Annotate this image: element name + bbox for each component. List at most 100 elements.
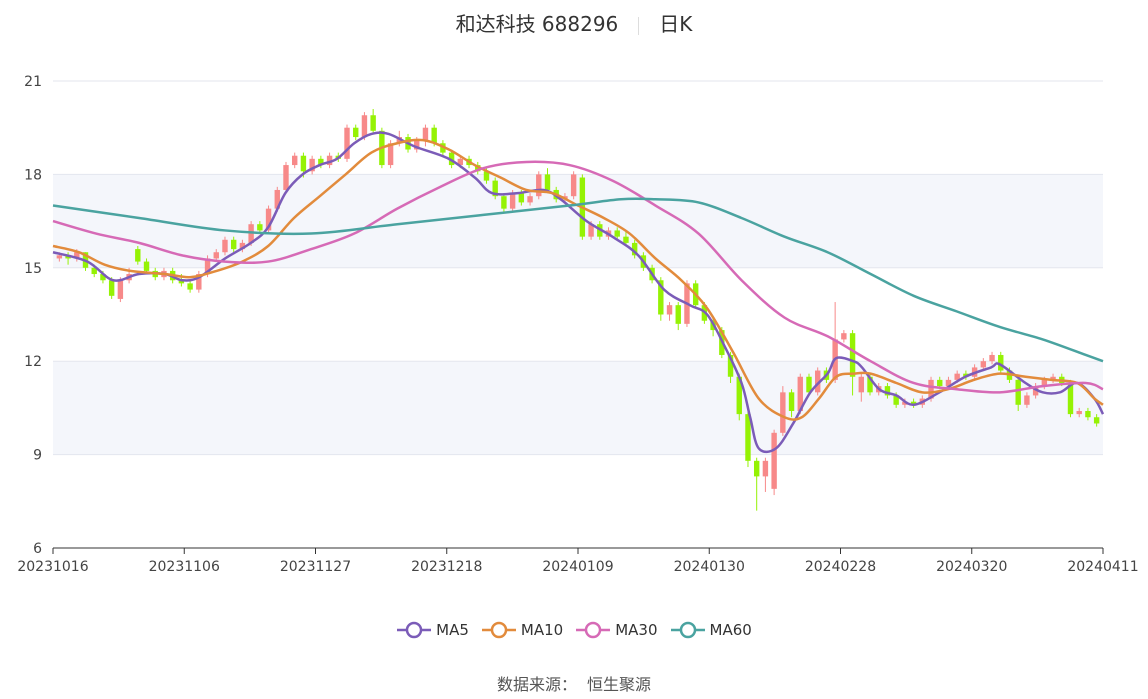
data-source: 数据来源： 恒生聚源: [0, 671, 1148, 695]
candle-body: [945, 379, 952, 387]
candle: [344, 124, 350, 162]
candle-body: [884, 386, 891, 396]
candle: [614, 227, 620, 240]
ma-line-ma60: [52, 197, 1104, 363]
candle-body: [257, 224, 263, 231]
candle-body: [745, 414, 751, 461]
plot-band: [53, 174, 1103, 268]
legend-marker-icon: [670, 621, 705, 639]
candle: [736, 373, 742, 421]
candle: [536, 171, 542, 200]
candle-body: [910, 401, 917, 405]
candle: [135, 246, 141, 265]
candle: [309, 155, 315, 175]
candle-body: [309, 158, 315, 172]
candle: [492, 177, 498, 200]
candle: [527, 193, 533, 206]
candle: [884, 382, 891, 399]
candle-body: [902, 401, 908, 405]
candle: [762, 457, 769, 492]
candle-body: [788, 392, 795, 412]
candle-body: [544, 174, 551, 190]
candle: [475, 161, 481, 175]
candle: [1093, 414, 1100, 427]
x-tick-label: 20231127: [280, 559, 351, 575]
candle: [292, 152, 298, 169]
candle-body: [196, 274, 202, 290]
x-tick-label: 20240130: [674, 559, 745, 575]
legend-item-ma30[interactable]: MA30: [575, 620, 658, 640]
candle: [841, 330, 847, 343]
candle-body: [666, 305, 673, 315]
candle-body: [998, 354, 1004, 371]
candle: [422, 124, 429, 147]
candle-body: [475, 165, 481, 172]
legend-item-ma10[interactable]: MA10: [481, 620, 563, 640]
candle: [858, 373, 864, 402]
candle: [980, 358, 987, 371]
candle: [187, 280, 193, 293]
candle-body: [518, 193, 525, 203]
title-separator: [638, 16, 640, 35]
candle-body: [292, 155, 298, 166]
candle-body: [239, 242, 246, 250]
candle-body: [204, 258, 211, 275]
x-tick-label: 20240320: [936, 559, 1007, 575]
candle: [448, 149, 455, 169]
candle: [1032, 382, 1039, 399]
moving-average-lines: [52, 131, 1105, 454]
legend-marker-icon: [397, 621, 432, 639]
candle-body: [1041, 379, 1048, 387]
candle-body: [1067, 382, 1074, 415]
y-tick-label: 12: [24, 354, 42, 370]
x-tick-label: 20240109: [542, 559, 613, 575]
legend: MA5 MA10 MA30 MA60: [0, 620, 1148, 644]
candle: [1015, 376, 1021, 412]
legend-item-ma60[interactable]: MA60: [670, 620, 752, 640]
x-tick-label: 20231016: [17, 559, 88, 575]
candle: [318, 155, 324, 169]
candle: [544, 168, 551, 194]
chart-title: 和达科技 688296 日K: [0, 8, 1148, 37]
legend-item-ma5[interactable]: MA5: [396, 620, 469, 640]
x-tick-label: 20231218: [411, 559, 482, 575]
candle: [326, 152, 333, 169]
candle-body: [989, 354, 995, 362]
candle: [998, 351, 1004, 374]
candle-body: [222, 239, 228, 253]
candle-body: [448, 152, 455, 166]
candle-body: [937, 379, 943, 387]
y-tick-label: 21: [24, 74, 42, 90]
candle-body: [849, 333, 856, 377]
candle: [1076, 407, 1082, 418]
candle: [257, 221, 263, 234]
candle-body: [867, 376, 873, 393]
candle: [666, 302, 673, 321]
legend-marker-icon: [481, 621, 516, 639]
candle-body: [143, 261, 150, 271]
candle-body: [858, 376, 864, 393]
candle-body: [588, 224, 594, 237]
candle-body: [431, 127, 437, 144]
y-tick-label: 15: [24, 261, 42, 277]
candle-body: [91, 267, 97, 275]
candle-body: [117, 280, 124, 299]
legend-label: MA60: [709, 621, 752, 639]
candle-body: [614, 230, 620, 237]
candle-body: [56, 255, 63, 259]
candle-body: [1032, 386, 1039, 396]
candle: [631, 239, 638, 259]
candle-body: [762, 460, 769, 477]
candle-body: [675, 305, 681, 324]
candle-body: [570, 174, 577, 197]
y-tick-label: 18: [24, 167, 42, 183]
candle-body: [815, 370, 821, 393]
candle-body: [178, 280, 185, 284]
candle-body: [980, 361, 987, 368]
candle-body: [492, 180, 498, 197]
candle-body: [509, 193, 516, 209]
candle: [780, 386, 786, 436]
candle-body: [806, 376, 812, 393]
period-label: 日K: [659, 12, 693, 36]
candle: [788, 389, 795, 418]
